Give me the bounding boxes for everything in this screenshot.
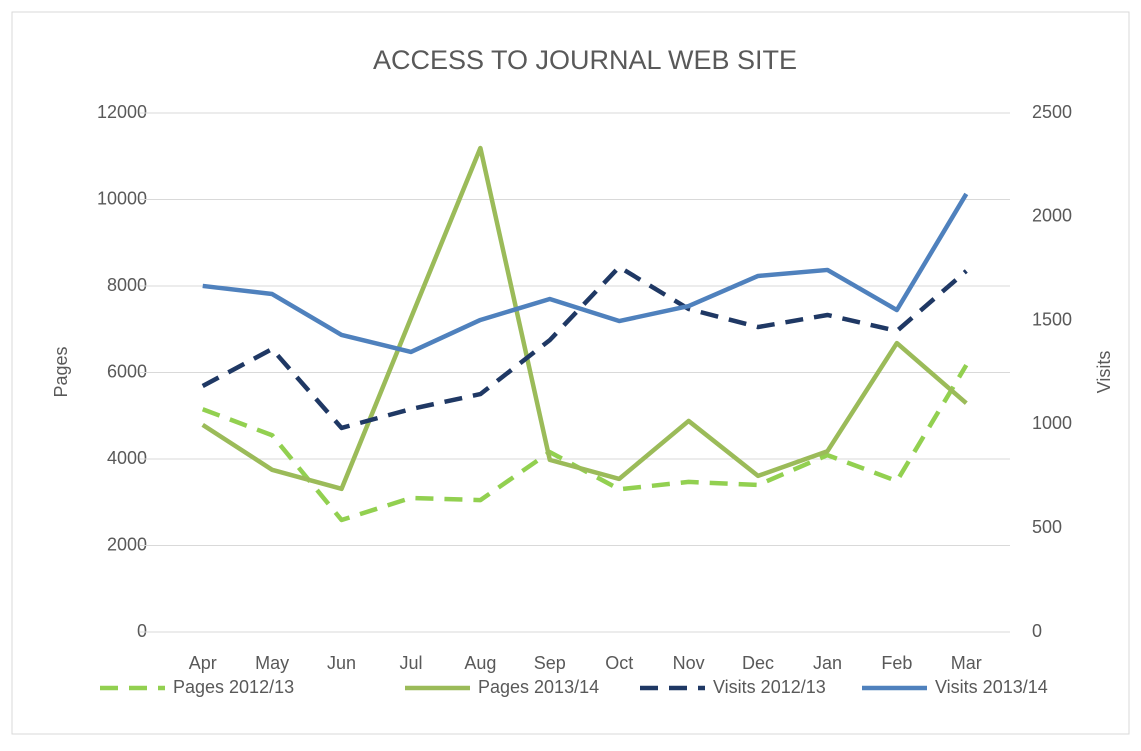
- x-tick-label: Aug: [464, 653, 496, 673]
- legend-label: Pages 2013/14: [478, 677, 599, 697]
- x-tick-label: Jun: [327, 653, 356, 673]
- legend-label: Pages 2012/13: [173, 677, 294, 697]
- legend-label: Visits 2013/14: [935, 677, 1048, 697]
- chart-title: ACCESS TO JOURNAL WEB SITE: [373, 45, 797, 75]
- y2-tick-label: 1000: [1032, 413, 1072, 433]
- series-line: [201, 264, 968, 431]
- legend-label: Visits 2012/13: [713, 677, 826, 697]
- x-tick-label: Sep: [534, 653, 566, 673]
- y2-tick-label: 2500: [1032, 102, 1072, 122]
- y-tick-label: 0: [137, 621, 147, 641]
- y-tick-label: 4000: [107, 448, 147, 468]
- y-tick-label: 12000: [97, 102, 147, 122]
- y2-axis-title: Visits: [1094, 351, 1114, 394]
- y2-tick-label: 1500: [1032, 309, 1072, 329]
- x-tick-label: Mar: [951, 653, 982, 673]
- x-tick-label: Feb: [881, 653, 912, 673]
- y2-tick-label: 500: [1032, 517, 1062, 537]
- x-tick-label: Nov: [673, 653, 705, 673]
- x-tick-label: Jan: [813, 653, 842, 673]
- y-tick-label: 6000: [107, 361, 147, 381]
- series-line: [202, 192, 969, 355]
- y2-tick-label: 0: [1032, 621, 1042, 641]
- x-tick-label: Apr: [189, 653, 217, 673]
- x-tick-label: Dec: [742, 653, 774, 673]
- y-axis-title: Pages: [51, 346, 71, 397]
- x-tick-label: Oct: [605, 653, 633, 673]
- x-tick-label: Jul: [399, 653, 422, 673]
- y-tick-label: 8000: [107, 275, 147, 295]
- series-line: [201, 145, 968, 492]
- y-tick-label: 2000: [107, 534, 147, 554]
- y2-tick-label: 2000: [1032, 206, 1072, 226]
- x-tick-label: May: [255, 653, 289, 673]
- y-tick-label: 10000: [97, 188, 147, 208]
